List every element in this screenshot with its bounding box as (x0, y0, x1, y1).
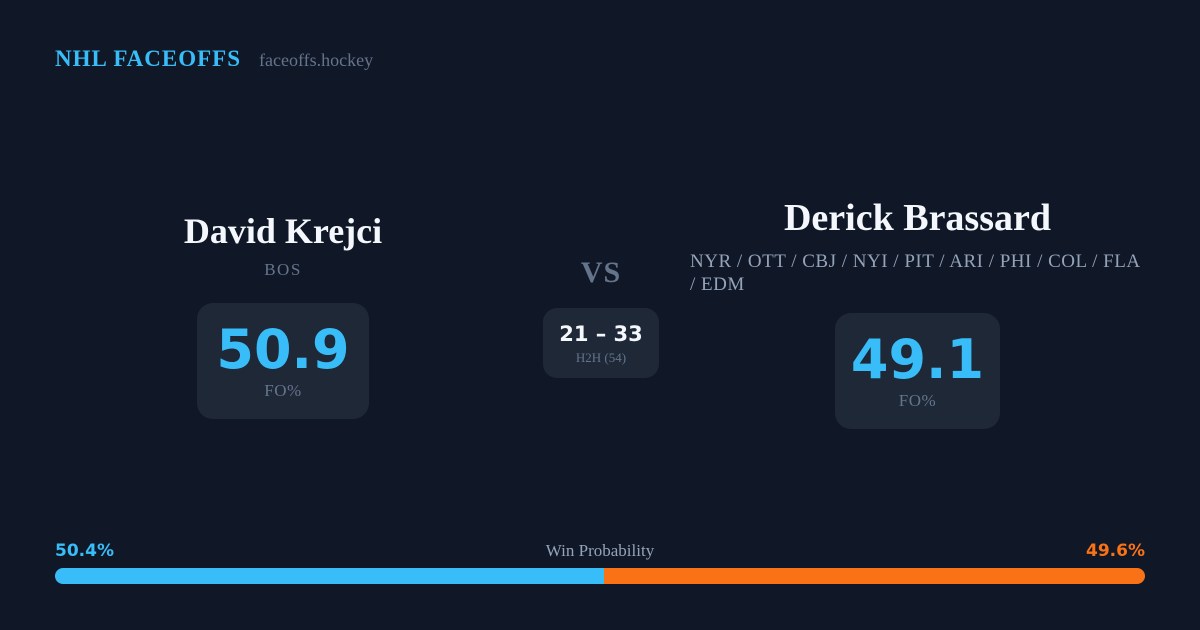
win-probability-right-pct: 49.6% (1086, 541, 1145, 561)
win-probability-bar-right-segment (604, 568, 1145, 584)
player-left-teams: BOS (264, 260, 302, 279)
win-probability-bar-left-segment (55, 568, 605, 584)
player-right-fo-value: 49.1 (850, 328, 985, 391)
player-right-teams: NYR / OTT / CBJ / NYI / PIT / ARI / PHI … (690, 251, 1140, 295)
win-probability-left-pct: 50.4% (55, 541, 114, 561)
player-left-fo-label: FO% (264, 381, 302, 400)
player-right-panel: Derick Brassard NYR / OTT / CBJ / NYI / … (690, 196, 1145, 429)
h2h-score: 21 – 33 (559, 321, 643, 346)
player-left-name: David Krejci (183, 211, 383, 251)
vs-label: VS (580, 256, 622, 289)
site-url: faceoffs.hockey (259, 50, 374, 70)
player-right-fo-label: FO% (898, 391, 937, 410)
player-left-panel: David Krejci BOS 50.9 FO% (113, 210, 453, 419)
player-right-faceoff-card: 49.1 FO% (835, 313, 1000, 429)
player-right-name: Derick Brassard (783, 197, 1052, 239)
h2h-sample-label: H2H (54) (575, 349, 627, 365)
win-probability-labels: 50.4% Win Probability 49.6% (55, 541, 1145, 563)
player-left-faceoff-card: 50.9 FO% (197, 303, 369, 419)
header: NHL FACEOFFS faceoffs.hockey (55, 46, 373, 72)
win-probability-title: Win Probability (545, 541, 655, 560)
vs-panel: VS 21 – 33 H2H (54) (520, 255, 682, 378)
brand-logo-text: NHL FACEOFFS (55, 46, 242, 71)
win-probability-bar (55, 568, 1145, 584)
player-left-fo-value: 50.9 (216, 318, 350, 381)
h2h-card: 21 – 33 H2H (54) (543, 308, 659, 378)
